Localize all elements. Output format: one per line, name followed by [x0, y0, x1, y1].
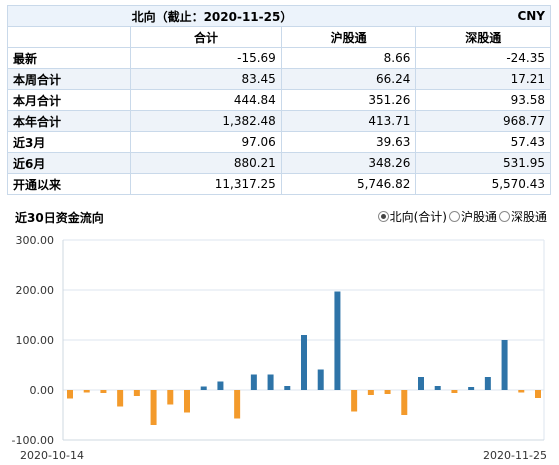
x-tick-label-end: 2020-11-25 [483, 449, 547, 462]
bar [267, 374, 274, 390]
header-shenzhen-connect: 深股通 [415, 26, 551, 48]
header-empty-cell [6, 26, 132, 48]
bar [434, 386, 441, 390]
bar [418, 377, 424, 390]
currency-label: CNY [415, 5, 551, 27]
table-row: 本月合计 444.84 351.26 93.58 [6, 89, 551, 111]
radio-shenzhen-connect[interactable]: 深股通 [498, 208, 547, 225]
table-header-row: 合计 沪股通 深股通 [6, 26, 551, 48]
table-cell: 97.06 [130, 131, 282, 153]
bar [284, 386, 291, 390]
chart-title: 近30日资金流向 [15, 211, 104, 225]
bar [234, 390, 241, 419]
row-label: 最新 [6, 47, 132, 69]
table-cell: 348.26 [280, 152, 417, 174]
table-row: 本年合计 1,382.48 413.71 968.77 [6, 110, 551, 132]
bar [535, 390, 541, 398]
flow-bar-chart: -100.00 0.00 100.00 200.00 300.00 2020-10-14 2… [12, 234, 547, 462]
bar [150, 390, 157, 425]
table-row: 最新 -15.69 8.66 -24.35 [6, 47, 551, 69]
bar [334, 291, 341, 390]
table-cell: 83.45 [130, 68, 282, 90]
table-cell: 11,317.25 [130, 173, 282, 195]
table-cell: 444.84 [130, 89, 282, 111]
table-cell: 93.58 [415, 89, 551, 111]
radio-label: 北向(合计) [389, 210, 447, 224]
bar [100, 390, 107, 393]
series-radio-group: 北向(合计) 沪股通 深股通 [376, 208, 547, 225]
bar [117, 390, 124, 407]
table-cell: 39.63 [280, 131, 417, 153]
table-cell: 17.21 [415, 68, 551, 90]
row-label: 本周合计 [6, 68, 132, 90]
table-cell: 880.21 [130, 152, 282, 174]
row-label: 近3月 [6, 131, 132, 153]
radio-northbound-total[interactable]: 北向(合计) [377, 208, 447, 225]
y-tick-label: 300.00 [16, 234, 55, 247]
table-cell: 968.77 [415, 110, 551, 132]
table-row: 本周合计 83.45 66.24 17.21 [6, 68, 551, 90]
radio-checked-icon[interactable] [377, 211, 389, 222]
y-tick-label: -100.00 [12, 434, 54, 447]
row-label: 开通以来 [6, 173, 132, 195]
row-label: 近6月 [6, 152, 132, 174]
bar [317, 369, 324, 390]
bar [484, 377, 491, 390]
y-tick-label: 100.00 [16, 334, 55, 347]
header-shanghai-connect: 沪股通 [280, 26, 417, 48]
bar [184, 390, 190, 413]
table-cell: 8.66 [280, 47, 417, 69]
bar [67, 390, 73, 399]
bar [401, 390, 408, 415]
bar [217, 381, 224, 390]
table-title: 北向（截止：2020-11-25） [6, 5, 416, 27]
table-cell: 531.95 [415, 152, 551, 174]
radio-label: 沪股通 [460, 210, 497, 224]
bar [301, 335, 307, 390]
row-label: 本月合计 [6, 89, 132, 111]
bar [468, 387, 475, 390]
bar [200, 386, 207, 390]
y-tick-label: 0.00 [30, 384, 55, 397]
bar [167, 390, 174, 405]
table-title-row: 北向（截止：2020-11-25） CNY [6, 5, 551, 27]
table-cell: 351.26 [280, 89, 417, 111]
radio-unchecked-icon[interactable] [498, 211, 510, 222]
bar [133, 390, 140, 396]
bar [451, 390, 458, 393]
bar [518, 390, 525, 393]
table-cell: 5,746.82 [280, 173, 417, 195]
table-cell: 57.43 [415, 131, 551, 153]
table-cell: 66.24 [280, 68, 417, 90]
bar [501, 340, 508, 390]
table-cell: 413.71 [280, 110, 417, 132]
bar [351, 390, 358, 412]
summary-table: 北向（截止：2020-11-25） CNY 合计 沪股通 深股通 最新 -15.6… [6, 5, 551, 195]
y-tick-label: 200.00 [16, 284, 55, 297]
bar [367, 390, 374, 395]
table-cell: -24.35 [415, 47, 551, 69]
x-tick-label-start: 2020-10-14 [20, 449, 84, 462]
radio-label: 深股通 [510, 210, 547, 224]
table-row: 近3月 97.06 39.63 57.43 [6, 131, 551, 153]
radio-shanghai-connect[interactable]: 沪股通 [448, 208, 497, 225]
table-row: 近6月 880.21 348.26 531.95 [6, 152, 551, 174]
bar [250, 374, 257, 390]
table-row: 开通以来 11,317.25 5,746.82 5,570.43 [6, 173, 551, 195]
header-total: 合计 [130, 26, 282, 48]
bar [384, 390, 391, 394]
radio-unchecked-icon[interactable] [448, 211, 460, 222]
row-label: 本年合计 [6, 110, 132, 132]
table-cell: -15.69 [130, 47, 282, 69]
bar [83, 390, 90, 393]
table-cell: 5,570.43 [415, 173, 551, 195]
table-cell: 1,382.48 [130, 110, 282, 132]
